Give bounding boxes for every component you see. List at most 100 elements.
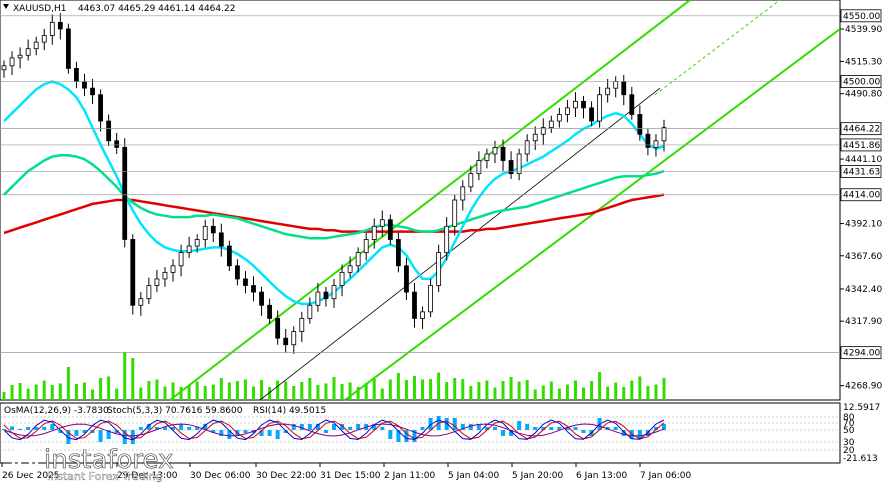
price-tag-label: 4500.00 — [843, 78, 880, 88]
osma-bar — [299, 424, 304, 430]
candle-body — [613, 81, 619, 89]
osma-bar — [18, 428, 23, 430]
price-tag-box — [840, 9, 882, 23]
osma-bar — [98, 430, 103, 442]
price-tag-label: 4550.00 — [843, 12, 880, 22]
osma-bar — [525, 424, 530, 430]
candle-body — [339, 271, 345, 286]
osma-bar — [130, 430, 135, 444]
volume-bar — [557, 388, 561, 400]
price-tag-box — [840, 138, 882, 152]
time-tick-label: 29 Dec 13:00 — [117, 471, 178, 481]
price-tick-label: 4268.90 — [845, 382, 882, 392]
osma-bar — [122, 430, 127, 444]
volume-bar — [2, 392, 6, 400]
candle-body — [379, 219, 385, 227]
candle-body — [508, 160, 514, 175]
volume-bar — [364, 383, 368, 400]
price-tick-label: 4342.40 — [845, 285, 882, 295]
price-tag-box — [840, 346, 882, 360]
time-tick-label: 5 Jan 20:00 — [512, 471, 564, 481]
candle-body — [581, 100, 586, 109]
candle-body — [540, 127, 546, 135]
volume-bar — [437, 372, 441, 400]
candle-body — [387, 219, 393, 240]
candle-body — [122, 146, 128, 240]
stoch-signal-line — [3, 420, 665, 440]
volume-bar — [356, 387, 360, 400]
price-tick-label: 4539.90 — [845, 25, 882, 35]
price-tag-label: 4294.00 — [843, 349, 880, 359]
channel-projection — [654, 0, 781, 96]
osma-bar — [283, 430, 288, 433]
candle-body — [412, 291, 417, 319]
osma-bar — [348, 427, 353, 430]
candle-body — [307, 304, 313, 319]
candle-body — [589, 107, 594, 122]
channel-lower — [344, 28, 841, 401]
volume-bar — [469, 386, 473, 400]
candle-body — [17, 54, 23, 59]
volume-bar — [276, 380, 280, 400]
candle-body — [516, 153, 522, 175]
volume-bar — [155, 379, 159, 400]
osma-label: OsMA(12,26,9) -3.7830 — [4, 406, 109, 416]
candle-body — [645, 133, 651, 148]
volume-bar — [316, 385, 320, 400]
candle-body — [259, 291, 264, 306]
osma-bar — [323, 430, 328, 433]
volume-bar — [340, 384, 344, 400]
ma-slow-line — [3, 193, 665, 235]
volume-bar — [300, 382, 304, 400]
osma-bar — [26, 427, 31, 430]
volume-bar — [203, 386, 207, 400]
candle-body — [460, 186, 466, 201]
osma-bar — [291, 424, 296, 430]
price-panel — [0, 0, 841, 401]
osma-bar — [533, 427, 538, 430]
candle-body — [371, 225, 377, 240]
volume-bar — [565, 384, 569, 400]
candle-body — [226, 245, 232, 267]
candle-body — [629, 94, 635, 115]
volume-bar — [509, 377, 513, 400]
price-tick-label: 4441.10 — [845, 155, 882, 165]
osma-bar — [114, 430, 119, 433]
osma-bar — [267, 430, 272, 436]
osma-bar — [653, 427, 658, 430]
osma-bar — [356, 424, 361, 430]
logo-name: instaforex — [44, 445, 173, 475]
volume-bar — [421, 379, 425, 400]
volume-bar — [66, 367, 70, 400]
osma-bar — [396, 430, 401, 442]
osma-bar — [243, 430, 248, 433]
price-tags: 4550.00 4500.00 4464.22 4451.86 4431.63 4414.… — [0, 9, 882, 360]
osma-bar — [621, 430, 626, 436]
ma-mid-line — [3, 154, 665, 240]
osma-bar — [509, 430, 514, 436]
osma-bar — [637, 430, 642, 439]
candle-body — [98, 94, 103, 122]
volume-bar — [654, 384, 658, 400]
volume-bar — [517, 381, 521, 400]
candle-body — [355, 252, 361, 267]
volume-bar — [332, 377, 336, 400]
candle-body — [291, 331, 297, 346]
osma-bar — [74, 430, 79, 436]
osma-bar — [227, 430, 232, 439]
channel-lines — [169, 0, 841, 401]
volume-bar — [348, 382, 352, 400]
volume-bar — [429, 379, 433, 400]
triangle-down-icon — [3, 4, 9, 9]
volume-bar — [493, 387, 497, 400]
volume-bar — [541, 385, 545, 400]
candle-body — [1, 65, 7, 71]
candle-body — [138, 298, 144, 306]
osma-bar — [428, 418, 433, 430]
osma-bar — [211, 430, 216, 433]
candle-body — [315, 291, 321, 306]
volume-bar — [163, 386, 167, 400]
osma-bar — [82, 430, 87, 433]
candle-body — [323, 291, 329, 300]
